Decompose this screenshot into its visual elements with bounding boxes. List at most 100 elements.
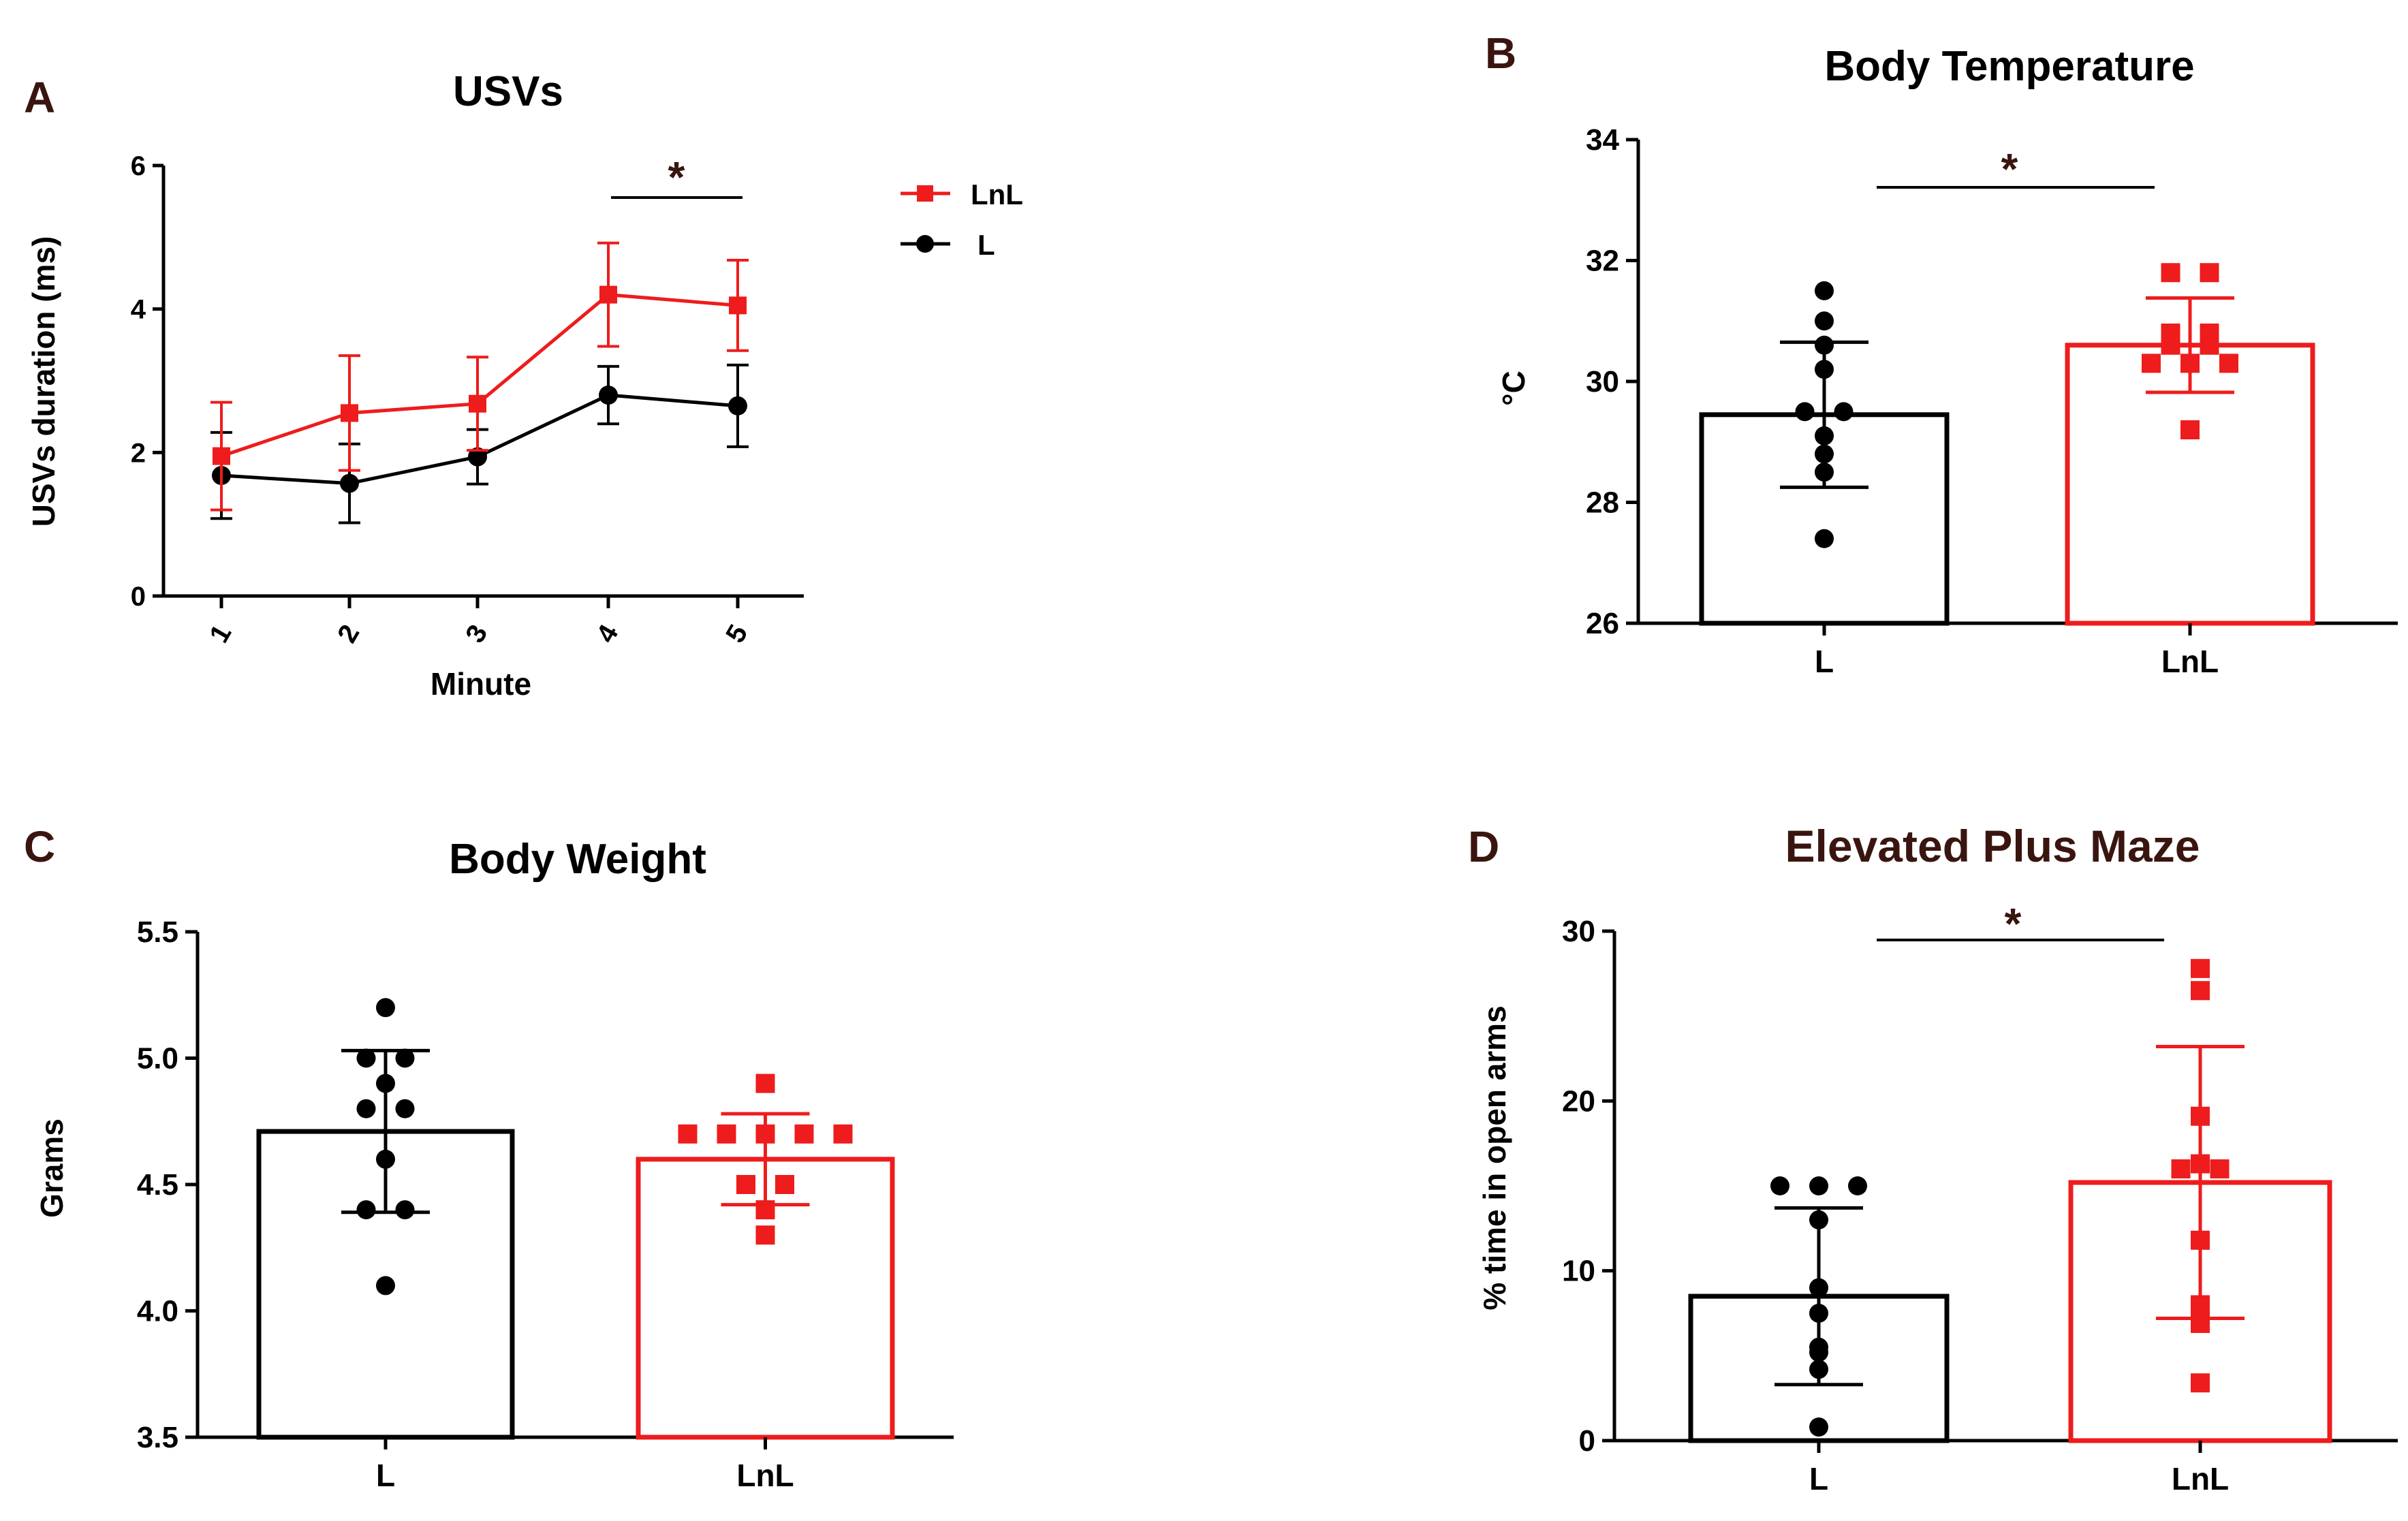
panel-b-point-l bbox=[1815, 360, 1834, 379]
panel-c-point-l bbox=[376, 1276, 395, 1296]
panel-d-y-tick-label: 10 bbox=[1562, 1255, 1595, 1288]
panel-a-point-l bbox=[599, 386, 618, 405]
panel-b-y-tick-label: 34 bbox=[1586, 123, 1619, 157]
panel-b-point-lnl bbox=[2180, 354, 2200, 373]
panel-c-point-l bbox=[356, 1048, 376, 1068]
panel-b-point-lnl bbox=[2161, 263, 2180, 283]
panel-c-point-l bbox=[356, 1200, 376, 1220]
panel-a-y-tick-label: 0 bbox=[131, 582, 146, 612]
panel-c-point-l bbox=[356, 1099, 376, 1118]
panel-b-point-l bbox=[1815, 426, 1834, 445]
panel-b-y-tick-label: 32 bbox=[1586, 245, 1619, 278]
panel-a-point-lnl bbox=[729, 296, 747, 315]
panel-b-point-lnl bbox=[2142, 354, 2161, 373]
panel-d-point-lnl bbox=[2191, 1373, 2210, 1393]
panel-b-point-lnl bbox=[2180, 420, 2200, 439]
panel-a-y-axis-label: USVs duration (ms) bbox=[26, 236, 61, 527]
panel-d-y-tick-label: 30 bbox=[1562, 915, 1595, 948]
panel-c-point-lnl bbox=[755, 1225, 775, 1245]
panel-c-point-lnl bbox=[755, 1073, 775, 1093]
panel-d-point-l bbox=[1809, 1176, 1828, 1195]
panel-c-y-tick-label: 4.5 bbox=[137, 1168, 178, 1202]
panel-d-point-lnl bbox=[2191, 981, 2210, 1001]
panel-d-plot: 0 10 20 30 L LnL bbox=[1562, 915, 2398, 1496]
panel-d-y-tick-label: 0 bbox=[1579, 1424, 1595, 1458]
panel-b-y-tick-label: 26 bbox=[1586, 607, 1619, 640]
panel-d-letter: D bbox=[1468, 822, 1499, 871]
panel-c-y-tick-label: 5.5 bbox=[137, 915, 178, 949]
panel-c-point-lnl bbox=[678, 1124, 698, 1144]
panel-b-plot: 26 28 30 32 34 L LnL bbox=[1586, 123, 2398, 679]
panel-b-y-tick-label: 30 bbox=[1586, 365, 1619, 398]
panel-c-y-tick-label: 3.5 bbox=[137, 1421, 178, 1454]
panel-c-point-lnl bbox=[717, 1124, 736, 1144]
panel-a-x-tick-label: 3 bbox=[460, 620, 493, 648]
panel-d-point-lnl bbox=[2191, 1295, 2210, 1315]
panel-b-point-l bbox=[1815, 335, 1834, 355]
panel-b-category-label: LnL bbox=[2161, 644, 2219, 679]
panel-b-point-lnl bbox=[2161, 335, 2180, 355]
panel-c-point-lnl bbox=[736, 1175, 755, 1194]
panel-b-significance-star: * bbox=[2001, 144, 2018, 193]
panel-c-point-l bbox=[376, 1149, 395, 1169]
panel-c-y-axis-label: Grams bbox=[34, 1118, 69, 1218]
panel-c-y-tick-label: 4.0 bbox=[137, 1295, 178, 1328]
panel-d-title: Elevated Plus Maze bbox=[1785, 821, 2200, 871]
panel-d-y-tick-label: 20 bbox=[1562, 1084, 1595, 1118]
panel-c-point-l bbox=[376, 1073, 395, 1093]
panel-a-x-tick-label: 4 bbox=[591, 619, 625, 648]
panel-c-point-lnl bbox=[794, 1124, 814, 1144]
panel-d-point-l bbox=[1809, 1278, 1828, 1298]
panel-a-plot: 0 2 4 6 1 2 3 4 5 bbox=[131, 151, 804, 648]
panel-d-point-lnl bbox=[2191, 1106, 2210, 1126]
panel-b: B Body Temperature °C * 26 28 30 32 34 L LnL bbox=[1485, 29, 2398, 679]
panel-a-title: USVs bbox=[453, 68, 563, 115]
panel-a-series-line-lnl bbox=[221, 293, 738, 458]
panel-c-point-l bbox=[395, 1099, 415, 1118]
panel-b-point-l bbox=[1815, 281, 1834, 300]
panel-a-point-lnl bbox=[599, 285, 617, 304]
panel-c-point-lnl bbox=[775, 1175, 794, 1194]
panel-b-point-lnl bbox=[2200, 335, 2219, 355]
panel-a-letter: A bbox=[24, 73, 55, 122]
panel-d: D Elevated Plus Maze % time in open arms… bbox=[1468, 821, 2398, 1496]
panel-d-y-axis-label: % time in open arms bbox=[1477, 1005, 1512, 1310]
panel-b-letter: B bbox=[1485, 29, 1516, 78]
legend-lnl-label: LnL bbox=[971, 178, 1023, 210]
panel-d-point-l bbox=[1809, 1360, 1828, 1379]
legend-l-marker bbox=[916, 235, 934, 253]
panel-b-point-l bbox=[1815, 529, 1834, 548]
panel-d-category-label: L bbox=[1809, 1461, 1828, 1496]
panel-d-point-l bbox=[1809, 1417, 1828, 1437]
panel-b-point-lnl bbox=[2219, 354, 2238, 373]
panel-a-x-axis-label: Minute bbox=[431, 666, 531, 702]
panel-a-point-l bbox=[468, 447, 487, 467]
panel-d-category-label: LnL bbox=[2172, 1461, 2229, 1496]
panel-b-point-l bbox=[1795, 402, 1815, 422]
panel-a-y-tick-label: 4 bbox=[131, 295, 146, 325]
panel-d-point-lnl bbox=[2191, 1230, 2210, 1250]
panel-c-point-l bbox=[395, 1200, 415, 1220]
panel-a-point-lnl bbox=[341, 404, 358, 422]
panel-b-y-tick-label: 28 bbox=[1586, 486, 1619, 520]
panel-c-category-label: L bbox=[376, 1458, 395, 1493]
panel-b-title: Body Temperature bbox=[1824, 43, 2194, 90]
panel-a-significance-star: * bbox=[668, 153, 685, 202]
panel-d-point-lnl bbox=[2191, 1154, 2210, 1174]
legend-item-l: L bbox=[901, 229, 995, 261]
panel-a-x-tick-label: 1 bbox=[204, 620, 237, 648]
panel-d-point-lnl bbox=[2191, 958, 2210, 978]
panel-d-point-l bbox=[1809, 1210, 1828, 1229]
panel-d-point-lnl bbox=[2210, 1159, 2230, 1179]
legend-l-label: L bbox=[978, 229, 995, 261]
panel-c-point-lnl bbox=[755, 1124, 775, 1144]
panel-d-point-l bbox=[1770, 1176, 1789, 1195]
panel-c-point-l bbox=[376, 998, 395, 1018]
panel-c-category-label: LnL bbox=[736, 1458, 794, 1493]
panel-a-x-tick-label: 5 bbox=[720, 620, 753, 648]
panel-b-point-l bbox=[1815, 462, 1834, 482]
panel-d-point-l bbox=[1848, 1176, 1867, 1195]
panel-c: C Body Weight Grams 3.5 4.0 4.5 5.0 5.5 L LnL bbox=[24, 822, 954, 1493]
panel-c-y-tick-label: 5.0 bbox=[137, 1042, 178, 1076]
